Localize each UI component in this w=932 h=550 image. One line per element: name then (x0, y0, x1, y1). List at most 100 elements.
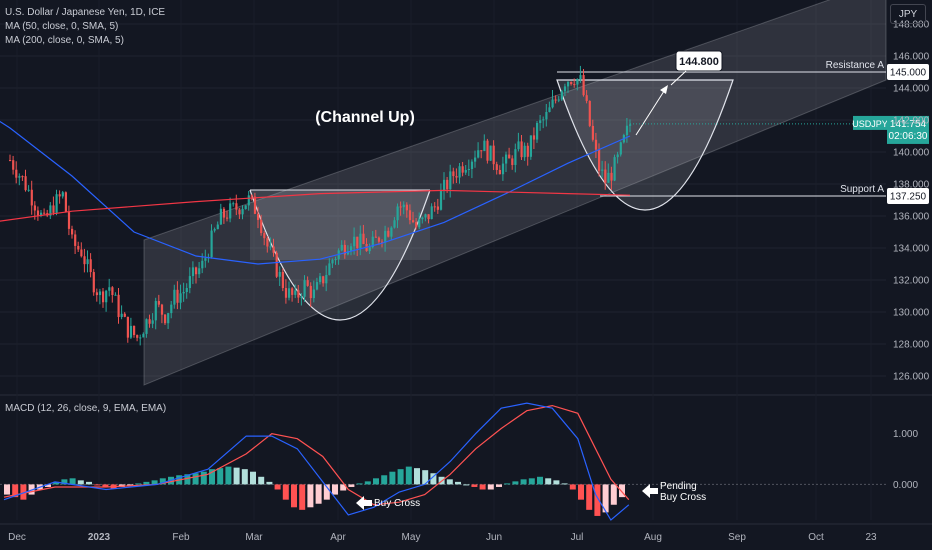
candle-body (179, 293, 182, 303)
price-tick-label: 138.000 (893, 180, 930, 191)
candle-body (424, 214, 427, 218)
candle-body (80, 249, 83, 257)
price-tick-label: 142.000 (893, 116, 930, 127)
macd-histogram-bar (578, 484, 584, 500)
candle-body (362, 233, 365, 244)
candle-body (235, 203, 238, 210)
candle-body (241, 209, 244, 215)
candle-body (250, 195, 253, 197)
time-tick-label: 23 (865, 532, 877, 543)
candle-body (188, 276, 191, 289)
candle-body (436, 206, 439, 210)
candle-body (359, 233, 362, 248)
projection-arrowhead (660, 85, 668, 94)
candle-body (567, 82, 570, 87)
candle-body (548, 107, 551, 112)
candle-body (461, 166, 464, 173)
candle-body (439, 190, 443, 210)
target-callout-pointer (670, 70, 687, 86)
candle-body (536, 123, 539, 140)
candle-body (117, 294, 120, 318)
candle-body (529, 135, 532, 157)
ma50-legend: MA (50, close, 0, SMA, 5) (5, 21, 119, 32)
macd-histogram-bar (594, 484, 601, 516)
macd-histogram-bar (143, 481, 150, 485)
candle-body (446, 179, 449, 190)
candle-body (443, 179, 446, 191)
candle-body (418, 219, 421, 228)
macd-histogram-bar (373, 478, 379, 485)
candle-body (303, 280, 306, 297)
macd-legend: MACD (12, 26, close, 9, EMA, EMA) (5, 403, 166, 414)
cup-arc-2 (556, 79, 734, 211)
candle-body (278, 271, 281, 277)
candle-body (58, 194, 61, 197)
price-tick-label: 132.000 (893, 276, 930, 287)
candle-body (576, 79, 579, 85)
macd-histogram-bar (20, 484, 27, 500)
macd-histogram-bar (496, 484, 502, 487)
candle-body (331, 259, 334, 264)
candle-body (269, 246, 272, 248)
candle-body (43, 212, 46, 214)
candle-body (71, 228, 74, 235)
candle-body (9, 160, 12, 161)
candle-body (281, 271, 284, 289)
candle-body (89, 259, 92, 273)
time-tick-label: Sep (728, 532, 746, 543)
candle-body (421, 217, 424, 220)
currency-button[interactable]: JPY (890, 4, 926, 24)
macd-histogram-bar (504, 483, 511, 485)
macd-histogram-bar (184, 474, 191, 485)
macd-signal-line (3, 404, 630, 506)
macd-histogram-bar (512, 481, 519, 485)
candle-body (284, 288, 288, 298)
time-tick-label: Oct (808, 532, 824, 543)
candle-body (477, 150, 480, 158)
grid-lines (0, 23, 932, 525)
candle-body (213, 229, 216, 231)
candle-body (176, 289, 179, 303)
candle-body (30, 189, 33, 206)
macd-histogram-bar (135, 483, 142, 485)
candle-body (492, 145, 495, 165)
candle-body (393, 220, 396, 228)
candle-body (312, 289, 315, 299)
candle-body (483, 140, 486, 152)
macd-histogram-bar (422, 470, 429, 485)
candle-body (594, 139, 598, 150)
macd-histogram-bar (69, 478, 76, 485)
support-line-tag (887, 188, 929, 204)
candle-body (498, 169, 501, 175)
candle-body (95, 292, 98, 296)
candle-body (148, 319, 151, 324)
candle-body (222, 208, 226, 218)
candle-body (136, 335, 139, 338)
candle-body (557, 99, 560, 101)
buy-cross-label: Buy Cross (374, 498, 420, 509)
candle-body (610, 172, 613, 181)
candle-body (102, 291, 105, 303)
candle-body (563, 86, 567, 92)
macd-histogram-bar (45, 484, 51, 487)
candle-body (467, 168, 470, 170)
candle-body (384, 230, 387, 243)
macd-histogram-bar (602, 484, 609, 513)
candle-body (346, 251, 350, 255)
support-line-name: Support A (840, 184, 884, 195)
candle-body (495, 164, 498, 170)
candle-body (539, 120, 542, 124)
candle-body (613, 157, 616, 181)
candle-body (145, 319, 148, 334)
annotations-layer: Resistance A 145.000 Support A 137.250 144.8… (315, 50, 929, 204)
candle-body (319, 276, 322, 283)
macd-histogram-bar (241, 469, 248, 485)
candle-body (322, 276, 325, 284)
candle-body (33, 205, 36, 211)
candle-body (554, 99, 557, 101)
candle-body (77, 245, 80, 250)
candle-body (40, 212, 43, 216)
time-tick-label: Mar (245, 532, 263, 543)
time-tick-label: Jun (486, 532, 502, 543)
